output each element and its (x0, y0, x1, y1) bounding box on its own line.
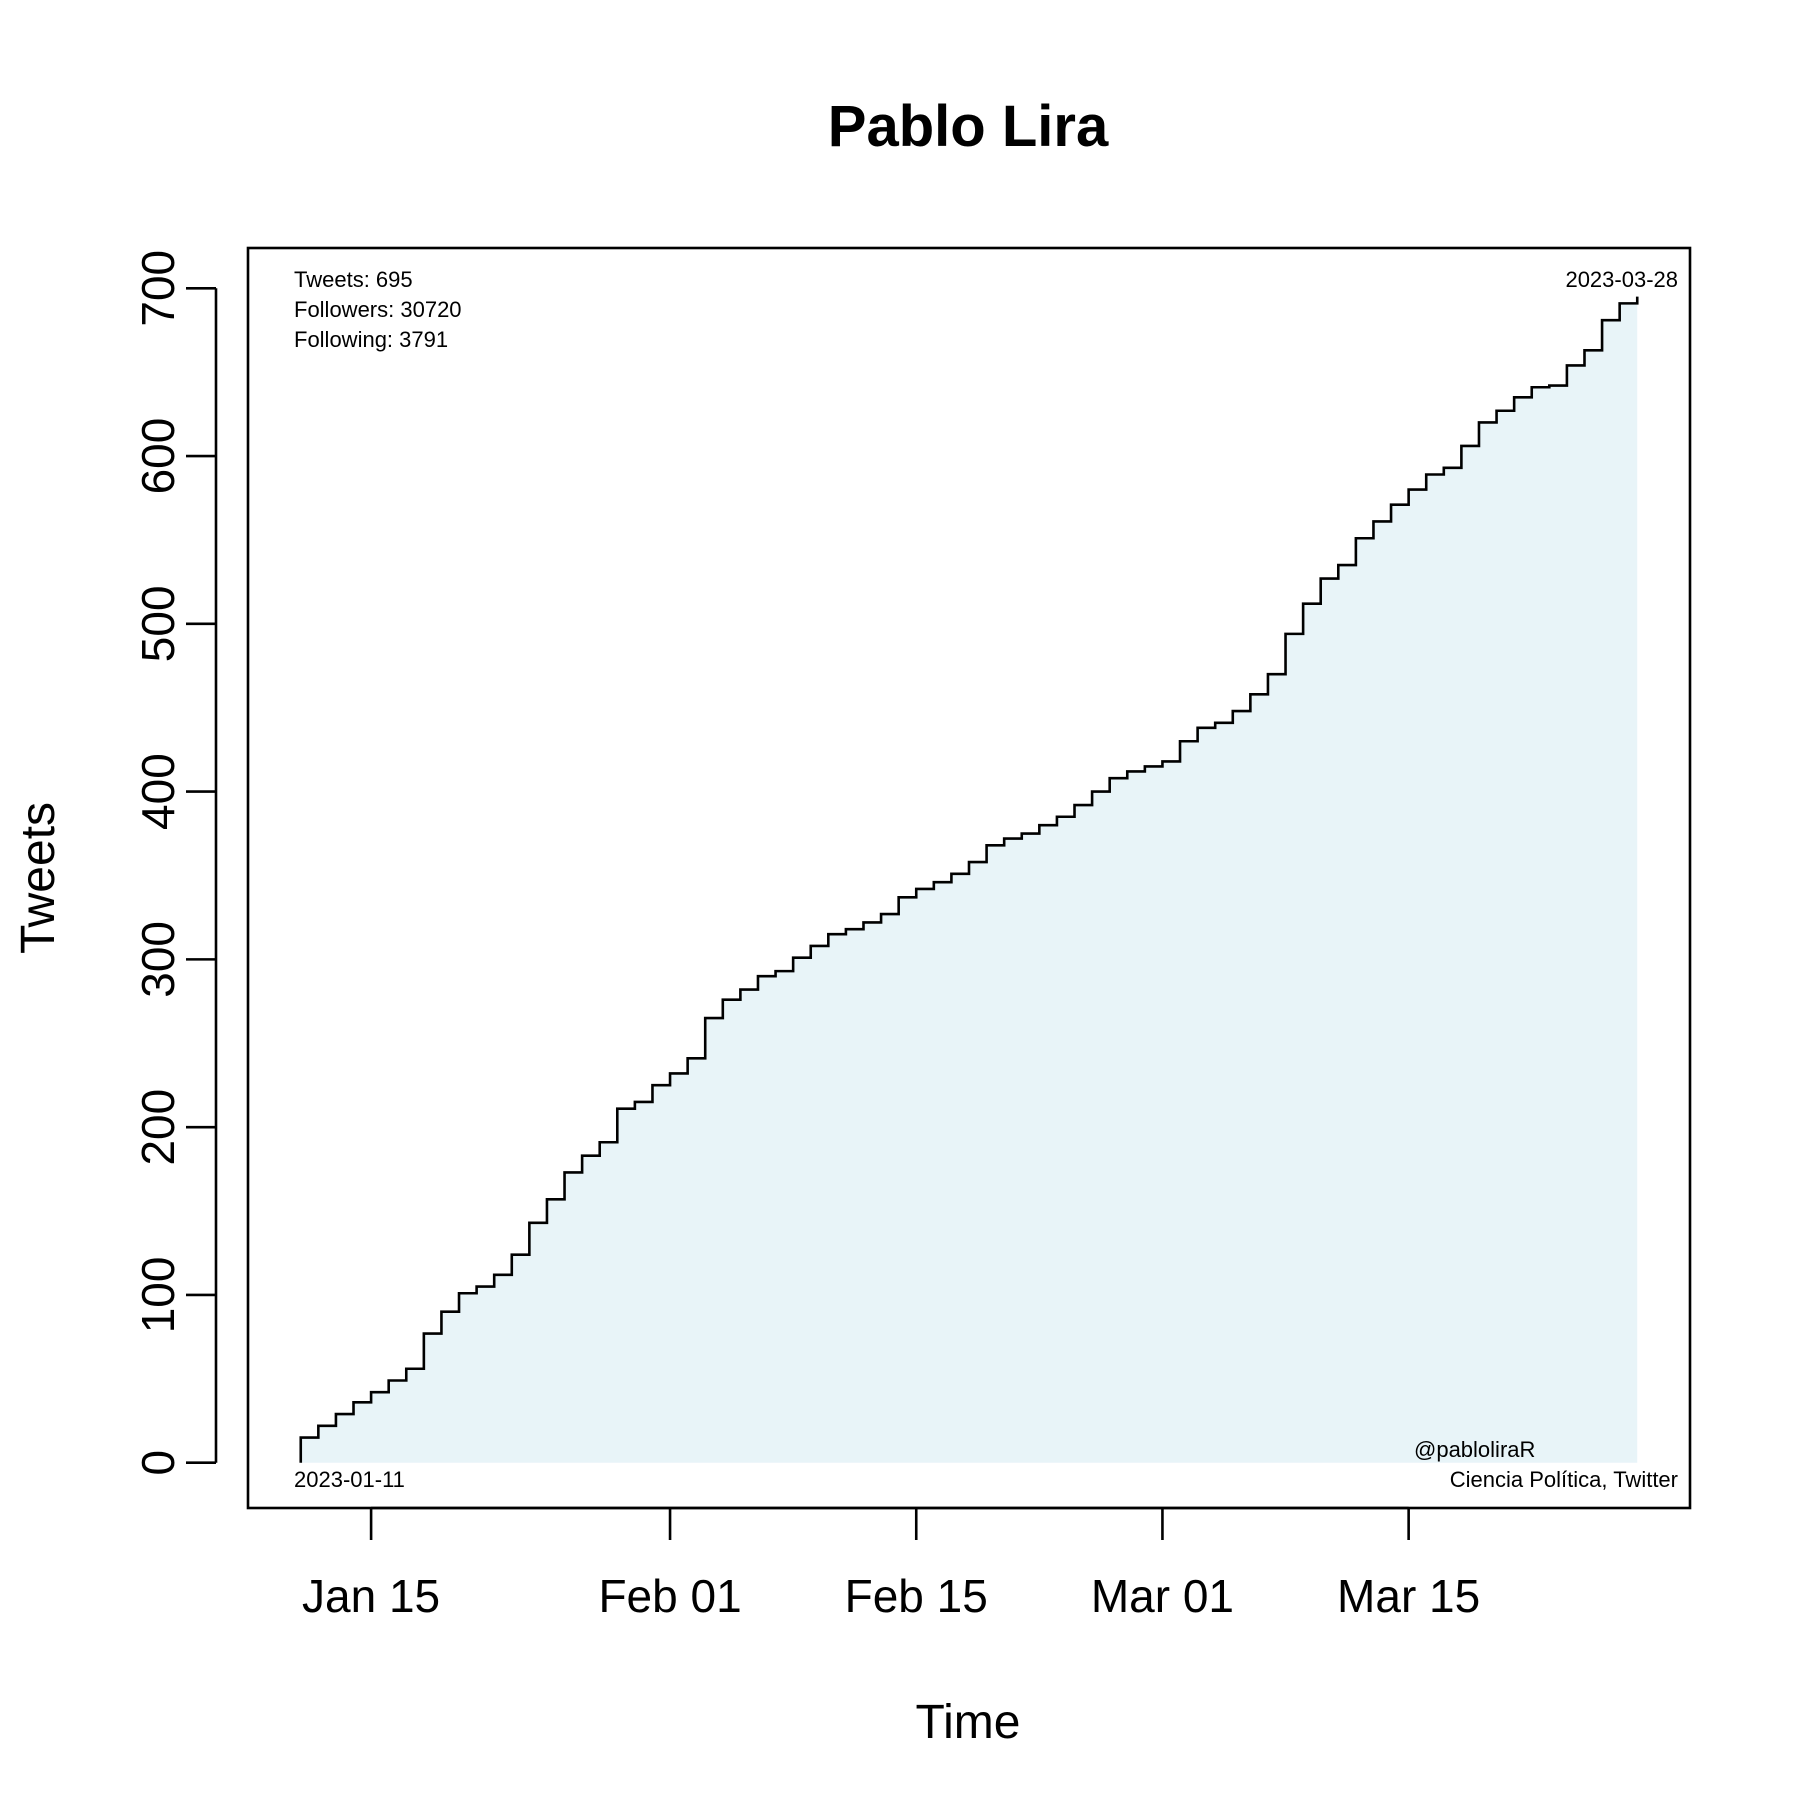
credit-handle: @pabloliraR (1414, 1437, 1535, 1462)
y-tick-label: 0 (132, 1450, 184, 1476)
y-tick-label: 700 (132, 250, 184, 327)
y-tick-label: 400 (132, 753, 184, 830)
series-step-line (299, 296, 1639, 1463)
x-axis: Jan 15 Feb 01 Feb 15 Mar 01 Mar 15 (302, 1506, 1480, 1622)
following-count-label: Following: 3791 (294, 327, 448, 352)
x-tick-label: Mar 15 (1337, 1570, 1480, 1622)
x-tick-label: Jan 15 (302, 1570, 440, 1622)
y-tick-label: 100 (132, 1257, 184, 1334)
y-axis-title: Tweets (12, 802, 65, 954)
chart-title: Pablo Lira (828, 94, 1109, 159)
x-tick-label: Feb 15 (845, 1570, 988, 1622)
y-tick-label: 600 (132, 418, 184, 495)
end-date-label: 2023-03-28 (1565, 267, 1678, 292)
y-tick-label: 300 (132, 921, 184, 998)
y-tick-label: 500 (132, 585, 184, 662)
x-tick-label: Mar 01 (1091, 1570, 1234, 1622)
tweets-count-label: Tweets: 695 (294, 267, 413, 292)
series-area-fill (300, 296, 1638, 1463)
x-axis-title: Time (916, 1696, 1021, 1749)
y-tick-label: 200 (132, 1089, 184, 1166)
plot-area (246, 246, 1692, 1510)
y-axis: 0 100 200 300 400 500 600 700 (132, 250, 218, 1476)
followers-count-label: Followers: 30720 (294, 297, 462, 322)
start-date-label: 2023-01-11 (294, 1467, 405, 1492)
x-tick-label: Feb 01 (598, 1570, 741, 1622)
credit-source: Ciencia Política, Twitter (1450, 1467, 1678, 1492)
